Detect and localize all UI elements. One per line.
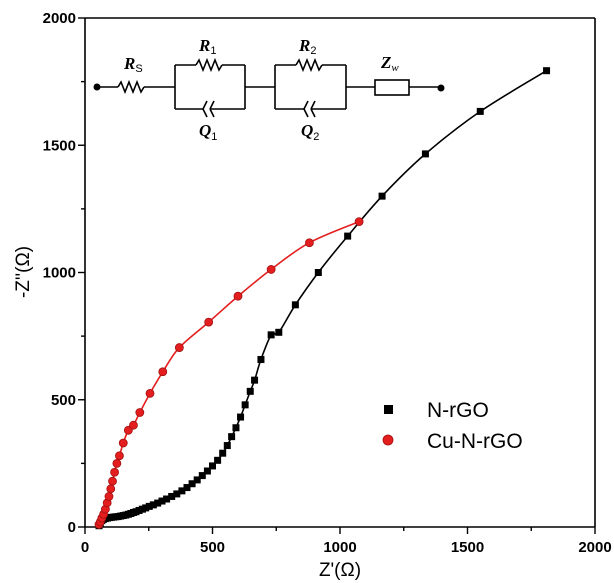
- data-point-cu-n-rgo: [204, 317, 214, 327]
- cpe-q2-symbol: [310, 108, 316, 118]
- data-point-n-rgo: [291, 301, 299, 309]
- data-point-n-rgo: [183, 484, 191, 492]
- data-point-n-rgo: [314, 269, 322, 276]
- cpe-q2-symbol: [310, 100, 316, 110]
- series-lines: [98, 70, 547, 527]
- data-point-n-rgo: [344, 232, 352, 240]
- equivalent-circuit: RS R1 Q1 R2 Q2 Zw: [93, 36, 445, 143]
- data-point-n-rgo: [214, 456, 222, 464]
- data-point-n-rgo: [163, 495, 171, 503]
- series-line-cu-n-rgo: [98, 220, 360, 525]
- legend: N-rGO Cu-N-rGO: [382, 399, 523, 453]
- data-point-cu-n-rgo: [266, 265, 276, 274]
- data-point-n-rgo: [241, 401, 249, 409]
- series-line-n-rgo: [98, 70, 547, 527]
- data-point-cu-n-rgo: [135, 408, 145, 417]
- axis-tick-labels: 0 500 1000 1500 2000 0 500 1000 1500 2000: [43, 10, 612, 556]
- x-tick-label: 500: [200, 539, 225, 556]
- data-point-n-rgo: [228, 433, 236, 441]
- cpe-q1-symbol: [209, 108, 215, 118]
- axis-ticks: [78, 17, 596, 534]
- x-tick-label: 0: [81, 539, 89, 556]
- y-axis-title: -Z''(Ω): [13, 246, 34, 298]
- data-point-cu-n-rgo: [233, 291, 243, 301]
- data-point-n-rgo: [476, 107, 484, 115]
- data-point-n-rgo: [188, 480, 196, 488]
- data-point-n-rgo: [209, 462, 216, 470]
- data-point-n-rgo: [142, 504, 150, 512]
- cpe-q2-symbol: [303, 100, 309, 110]
- data-point-n-rgo: [168, 492, 176, 500]
- legend-label-n-rgo: N-rGO: [427, 399, 489, 422]
- data-point-n-rgo: [251, 376, 259, 384]
- data-point-n-rgo: [178, 487, 186, 495]
- data-point-n-rgo: [198, 472, 206, 480]
- data-point-cu-n-rgo: [354, 217, 364, 227]
- data-point-cu-n-rgo: [115, 451, 124, 461]
- label-rs: RS: [123, 54, 143, 75]
- data-point-n-rgo: [275, 328, 283, 336]
- data-point-cu-n-rgo: [108, 476, 117, 486]
- x-tick-label: 1000: [323, 539, 356, 556]
- series-markers: [94, 67, 551, 530]
- resistor-r2-symbol: [295, 57, 323, 73]
- data-point-cu-n-rgo: [104, 492, 114, 501]
- resistor-r1-symbol: [195, 57, 223, 73]
- y-tick-label: 1500: [43, 137, 76, 154]
- cpe-q1-symbol: [209, 100, 215, 110]
- warburg-zw-symbol: [374, 79, 410, 96]
- data-point-n-rgo: [543, 67, 551, 75]
- legend-marker-cu-n-rgo: [382, 434, 394, 446]
- label-r1: R1: [198, 36, 216, 57]
- data-point-cu-n-rgo: [304, 238, 314, 248]
- data-point-cu-n-rgo: [106, 484, 116, 494]
- data-point-n-rgo: [145, 502, 153, 510]
- y-tick-label: 2000: [43, 10, 76, 27]
- data-point-cu-n-rgo: [174, 343, 184, 352]
- data-point-n-rgo: [237, 413, 245, 421]
- data-point-n-rgo: [154, 499, 162, 507]
- data-point-n-rgo: [223, 442, 231, 450]
- data-point-n-rgo: [246, 387, 254, 395]
- x-tick-label: 1500: [451, 539, 484, 556]
- label-q2: Q2: [301, 121, 319, 143]
- data-point-cu-n-rgo: [112, 458, 122, 468]
- x-tick-label: 2000: [578, 539, 611, 556]
- data-point-n-rgo: [232, 424, 240, 432]
- data-point-n-rgo: [173, 490, 181, 498]
- cpe-q1-symbol: [202, 108, 208, 118]
- label-q1: Q1: [199, 121, 217, 143]
- data-point-n-rgo: [193, 476, 201, 484]
- y-tick-label: 500: [51, 392, 76, 409]
- x-axis-title: Z'(Ω): [319, 560, 361, 581]
- data-point-n-rgo: [378, 192, 386, 200]
- data-point-n-rgo: [421, 150, 429, 158]
- cpe-q1-symbol: [202, 100, 208, 110]
- data-point-n-rgo: [257, 356, 265, 364]
- data-point-cu-n-rgo: [129, 420, 138, 430]
- data-point-n-rgo: [219, 449, 227, 457]
- data-point-n-rgo: [203, 467, 211, 475]
- label-r2: R2: [298, 36, 316, 57]
- legend-marker-n-rgo: [384, 405, 393, 414]
- cpe-q2-symbol: [303, 108, 309, 118]
- data-point-n-rgo: [158, 497, 166, 505]
- data-point-cu-n-rgo: [158, 367, 168, 377]
- data-point-cu-n-rgo: [118, 438, 128, 448]
- label-zw: Zw: [380, 53, 399, 74]
- y-tick-label: 1000: [43, 265, 76, 282]
- circuit-terminal-right: [437, 84, 445, 92]
- data-point-n-rgo: [267, 331, 275, 339]
- y-tick-label: 0: [68, 519, 76, 536]
- data-point-cu-n-rgo: [110, 467, 119, 477]
- resistor-rs-symbol: [117, 79, 145, 95]
- data-point-n-rgo: [149, 501, 157, 509]
- data-point-cu-n-rgo: [145, 388, 155, 398]
- legend-label-cu-n-rgo: Cu-N-rGO: [427, 430, 523, 453]
